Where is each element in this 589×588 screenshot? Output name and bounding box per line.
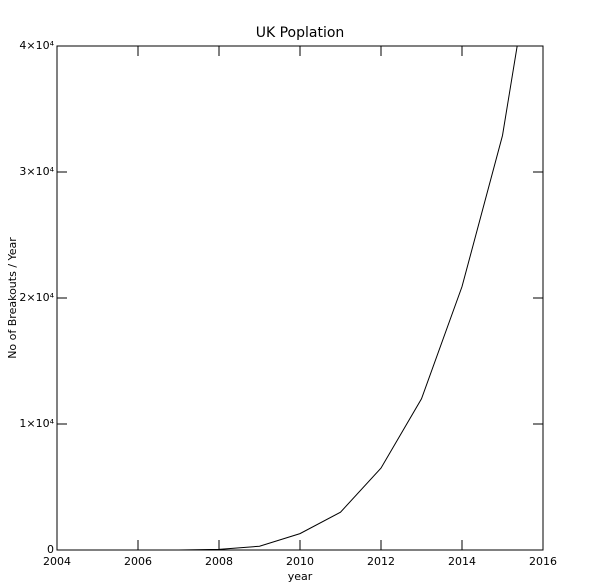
x-tick-label: 2014 xyxy=(448,555,476,568)
y-tick-label: 3×10⁴ xyxy=(19,165,54,178)
y-tick-label: 0 xyxy=(47,543,54,556)
x-tick-label: 2012 xyxy=(367,555,395,568)
x-tick-label: 2010 xyxy=(286,555,314,568)
plot-frame xyxy=(56,45,544,551)
data-line xyxy=(178,46,518,550)
chart-title: UK Poplation xyxy=(256,25,345,41)
x-tick-label: 2016 xyxy=(529,555,557,568)
x-tick-label: 2006 xyxy=(124,555,152,568)
x-axis-label: year xyxy=(288,570,313,583)
x-tick-label: 2008 xyxy=(205,555,233,568)
y-tick-label: 1×10⁴ xyxy=(19,417,54,430)
y-tick-label: 4×10⁴ xyxy=(19,39,54,52)
y-tick-label: 2×10⁴ xyxy=(19,291,54,304)
y-axis-label: No of Breakouts / Year xyxy=(6,237,19,359)
x-tick-label: 2004 xyxy=(43,555,71,568)
